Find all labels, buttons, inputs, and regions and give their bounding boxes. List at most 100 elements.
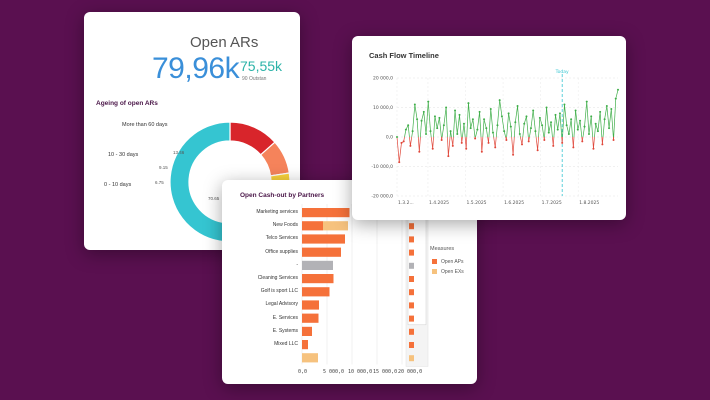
cf-point[interactable] [534,130,537,133]
cf-point[interactable] [552,144,555,147]
cf-point[interactable] [489,107,492,110]
cash-flow-line-chart[interactable]: 20 000,0 10 000,0 0,0 -10 000,0 -20 000,0 1.3… [352,36,626,220]
cf-point[interactable] [599,110,602,113]
cf-point[interactable] [550,121,553,124]
cf-point[interactable] [512,153,515,156]
legend-item-open-exs[interactable]: Open EXs [432,269,464,275]
cf-point[interactable] [610,107,613,110]
cf-point[interactable] [543,138,546,141]
cf-point[interactable] [614,97,617,100]
co-bar[interactable] [302,208,350,218]
legend-item-open-aps[interactable]: Open APs [432,259,464,265]
cash-out-bar-chart[interactable] [222,180,477,384]
cf-point[interactable] [458,113,461,116]
cf-point[interactable] [498,99,501,102]
cf-point[interactable] [603,118,606,121]
cf-point[interactable] [583,125,586,128]
cf-point[interactable] [554,113,557,116]
cf-point[interactable] [532,109,535,112]
cf-point[interactable] [445,106,448,109]
cf-point[interactable] [509,125,512,128]
co-bar[interactable] [302,353,318,363]
cf-point[interactable] [436,127,439,130]
cf-point[interactable] [500,115,503,118]
cf-point[interactable] [474,137,477,140]
cf-point[interactable] [396,136,398,138]
cf-point[interactable] [440,138,443,141]
cf-point[interactable] [467,102,470,105]
cf-point[interactable] [523,122,526,125]
cf-point[interactable] [516,105,519,108]
cf-point[interactable] [563,103,566,106]
cf-point[interactable] [491,131,494,134]
cf-point[interactable] [545,106,548,109]
cf-point[interactable] [505,138,508,141]
cf-point[interactable] [605,105,608,108]
cf-point[interactable] [617,88,619,91]
cf-point[interactable] [547,131,550,134]
cf-point[interactable] [413,103,416,106]
cf-point[interactable] [416,118,419,121]
cf-point[interactable] [518,133,521,136]
cf-point[interactable] [478,110,481,113]
cf-point[interactable] [411,130,414,133]
cf-point[interactable] [507,112,510,115]
cf-point[interactable] [601,143,604,146]
cf-point[interactable] [420,119,423,122]
cf-point[interactable] [427,100,430,103]
cf-point[interactable] [561,141,564,144]
cf-point[interactable] [471,118,474,121]
cf-point[interactable] [422,110,425,113]
co-bar[interactable] [302,221,323,231]
co-bar[interactable] [302,247,341,257]
cf-point[interactable] [567,133,570,136]
cf-point[interactable] [407,124,410,127]
cf-point[interactable] [565,124,568,127]
co-bar[interactable] [302,340,308,350]
cf-point[interactable] [525,115,528,118]
cf-point[interactable] [469,127,472,130]
cf-point[interactable] [574,109,577,112]
cf-point[interactable] [456,133,459,136]
cf-point[interactable] [485,127,488,130]
cf-point[interactable] [576,128,579,131]
cf-point[interactable] [541,124,544,127]
co-bar[interactable] [302,287,330,297]
co-bar[interactable] [323,221,348,231]
cf-point[interactable] [480,150,483,153]
cf-point[interactable] [596,130,599,133]
cf-point[interactable] [503,130,506,133]
cf-point[interactable] [487,141,490,144]
co-bar[interactable] [302,274,334,284]
cf-point[interactable] [431,147,434,150]
cf-point[interactable] [494,146,497,149]
cf-point[interactable] [521,143,524,146]
cf-point[interactable] [556,128,559,131]
cf-point[interactable] [527,140,530,143]
cf-point[interactable] [404,128,407,131]
co-bar[interactable] [302,313,319,323]
cf-point[interactable] [447,155,450,158]
cf-point[interactable] [418,150,421,153]
cf-point[interactable] [514,121,517,124]
cf-point[interactable] [454,109,457,112]
cf-point[interactable] [409,144,412,147]
cf-point[interactable] [592,147,595,150]
cf-point[interactable] [433,115,436,118]
cf-point[interactable] [570,118,573,121]
cf-point[interactable] [483,118,486,121]
cf-point[interactable] [429,130,432,133]
cf-point[interactable] [462,122,465,125]
cf-point[interactable] [608,127,611,130]
cf-point[interactable] [579,119,582,122]
cf-point[interactable] [612,138,615,141]
cf-point[interactable] [425,133,428,136]
cf-point[interactable] [581,140,584,143]
co-bar-null[interactable] [302,260,333,270]
cf-point[interactable] [587,133,590,136]
cf-point[interactable] [558,112,561,115]
cf-point[interactable] [451,144,454,147]
co-bar[interactable] [302,234,345,244]
cf-point[interactable] [585,100,588,103]
cf-point[interactable] [536,149,539,152]
